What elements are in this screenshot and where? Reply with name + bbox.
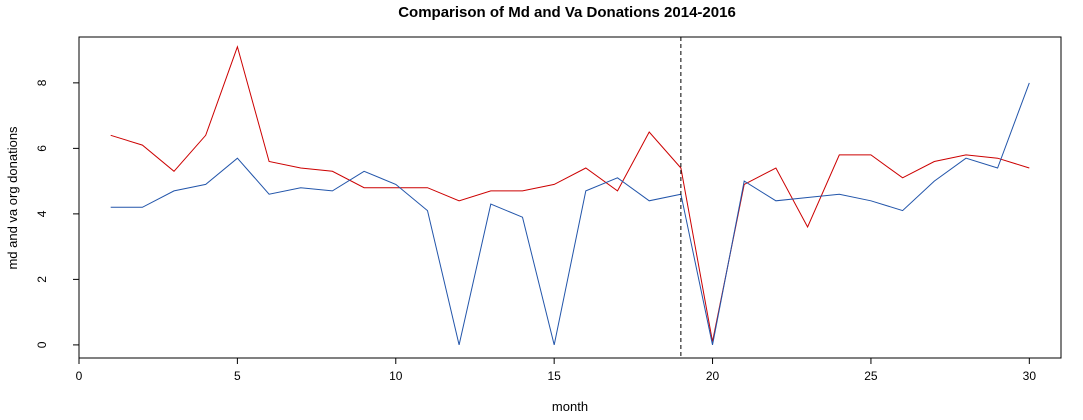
x-tick-label: 30 <box>1023 369 1037 383</box>
y-tick-label: 8 <box>35 79 49 86</box>
y-tick-label: 6 <box>35 145 49 152</box>
series-line-1 <box>110 45 1030 342</box>
y-tick-label: 4 <box>35 210 49 217</box>
plot-frame <box>78 36 1062 359</box>
y-tick-label: 2 <box>35 276 49 283</box>
x-tick-label: 10 <box>389 369 403 383</box>
x-axis-label: month <box>552 399 588 414</box>
chart-title: Comparison of Md and Va Donations 2014-2… <box>398 4 736 21</box>
x-tick-label: 0 <box>76 369 83 383</box>
series-line-2 <box>110 82 1030 346</box>
x-tick-label: 15 <box>547 369 561 383</box>
y-axis-label: md and va org donations <box>5 126 20 270</box>
x-tick-label: 20 <box>706 369 720 383</box>
x-tick-label: 5 <box>234 369 241 383</box>
y-tick-label: 0 <box>35 341 49 348</box>
x-tick-label: 25 <box>864 369 878 383</box>
